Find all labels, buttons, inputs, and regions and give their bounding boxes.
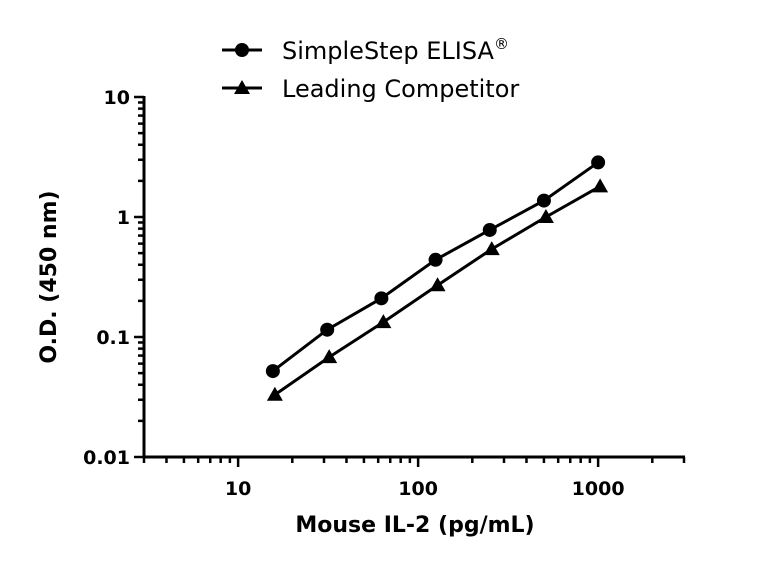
data-point-triangle xyxy=(375,314,392,329)
data-point-circle xyxy=(374,291,389,306)
x-tick-label: 10 xyxy=(225,478,251,500)
data-point-circle xyxy=(591,155,606,170)
x-tick-label: 100 xyxy=(398,478,438,500)
data-point-triangle xyxy=(483,241,500,256)
data-point-triangle xyxy=(592,178,609,193)
y-tick-label: 0.01 xyxy=(83,447,130,469)
data-point-circle xyxy=(536,193,551,208)
legend-triangle-marker xyxy=(234,80,250,94)
y-tick-label: 0.1 xyxy=(96,327,130,349)
y-tick-label: 10 xyxy=(104,87,130,109)
x-axis-label: Mouse IL-2 (pg/mL) xyxy=(295,513,534,538)
legend: SimpleStep ELISA® Leading Competitor xyxy=(222,35,519,103)
data-point-circle xyxy=(482,222,497,237)
data-point-triangle xyxy=(537,209,554,223)
x-tick-label: 1000 xyxy=(572,478,625,500)
y-axis-label: O.D. (450 nm) xyxy=(37,190,62,363)
legend-label-1: SimpleStep ELISA® xyxy=(282,35,509,65)
data-point-circle xyxy=(265,364,280,379)
data-point-triangle xyxy=(266,386,283,401)
data-point-triangle xyxy=(321,349,338,364)
legend-circle-marker xyxy=(235,43,249,57)
legend-label-2: Leading Competitor xyxy=(282,75,519,103)
y-tick-label: 1 xyxy=(117,207,130,229)
data-point-circle xyxy=(428,252,443,267)
data-point-triangle xyxy=(429,277,446,292)
data-point-circle xyxy=(320,322,335,337)
